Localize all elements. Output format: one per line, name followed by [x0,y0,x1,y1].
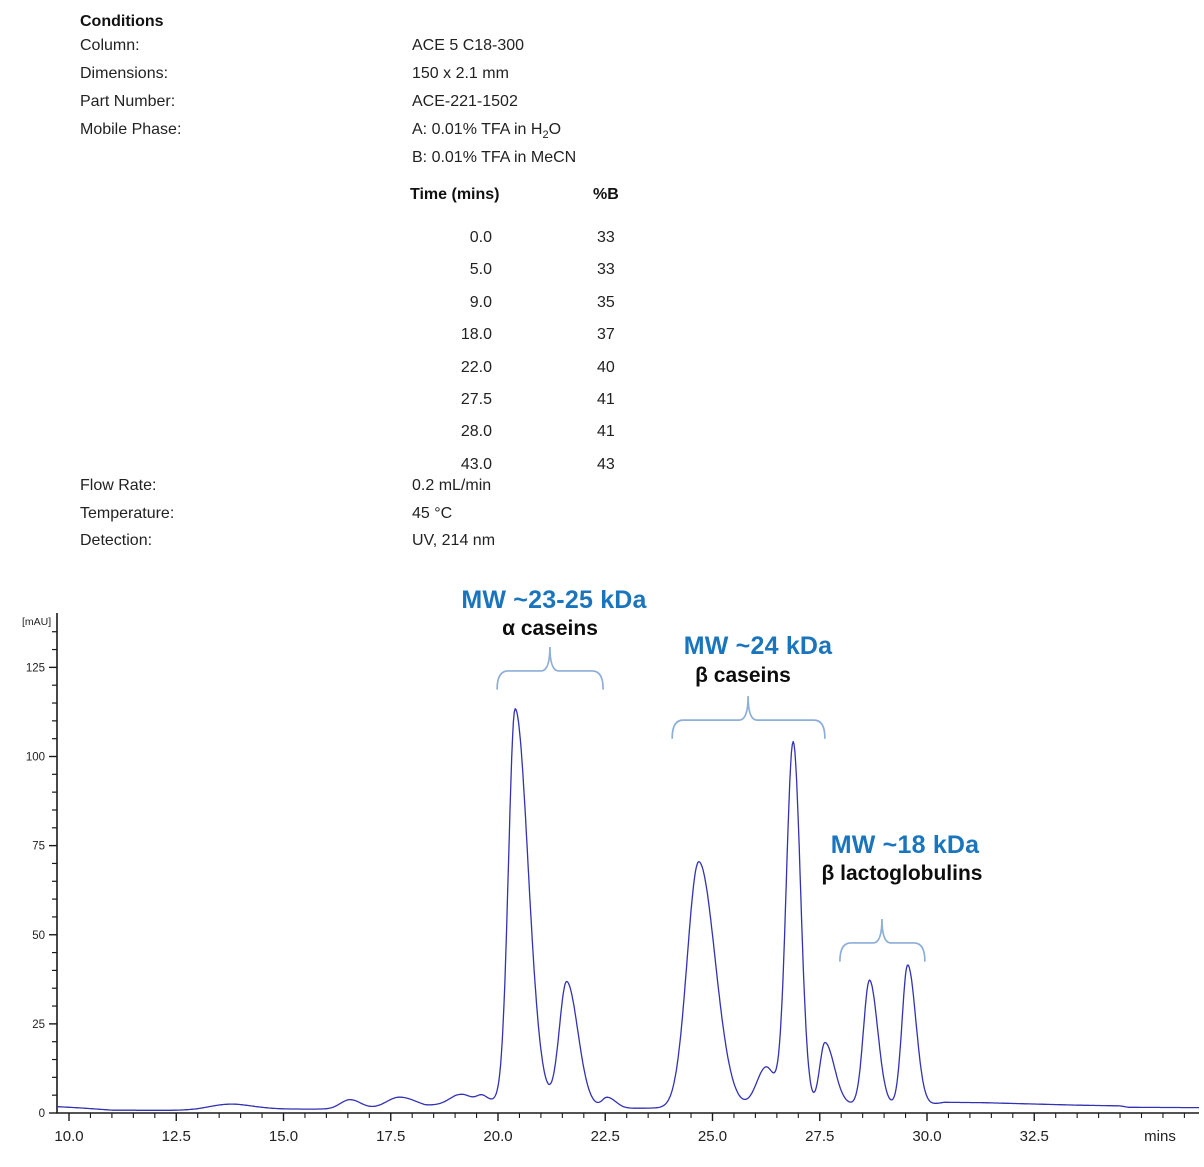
gradient-row: 28.0 41 [410,416,670,448]
gradient-pb-cell: 41 [597,390,615,408]
gradient-pb-cell: 33 [597,229,615,246]
condition-value: 0.2 mL/min [412,477,492,494]
gradient-row: 9.0 35 [410,287,670,319]
y-tick-label: 125 [26,662,45,674]
gradient-table-header: Time (mins) %B [410,186,619,204]
y-tick-label: 50 [32,930,45,942]
x-tick-label: 25.0 [698,1128,727,1145]
gradient-time-cell: 22.0 [460,358,492,376]
condition-row-detection: Detection: UV, 214 nm [80,533,495,549]
x-tick-label: 17.5 [376,1128,405,1145]
condition-label: Mobile Phase: [80,121,182,138]
axes-line [56,613,1199,1114]
x-axis-unit-label: mins [1144,1128,1176,1145]
peak-group-bracket [839,918,926,962]
x-tick-label: 32.5 [1020,1128,1049,1145]
condition-label: Part Number: [80,93,176,110]
gradient-time-cell: 5.0 [469,261,492,279]
x-tick-label: 10.0 [54,1128,83,1145]
gradient-time-cell: 0.0 [469,229,492,246]
condition-row-mobile-phase-a: Mobile Phase: A: 0.01% TFA in H2O [80,122,561,141]
y-tick-label: 75 [32,841,45,853]
mobile-phase-a-subscript: 2 [542,129,549,142]
x-tick-label: 12.5 [162,1128,191,1145]
condition-label: Temperature: [80,505,175,522]
gradient-time-cell: 9.0 [469,293,492,311]
condition-row-mobile-phase-b: B: 0.01% TFA in MeCN [80,150,576,166]
y-tick-label: 25 [32,1019,45,1031]
gradient-time-cell: 27.5 [460,390,492,408]
gradient-time-header: Time (mins) [410,186,500,203]
condition-label: Detection: [80,532,153,549]
condition-label: Flow Rate: [80,477,157,494]
condition-label: Column: [80,37,140,54]
condition-value: 45 °C [412,505,453,522]
y-tick-label: 0 [39,1108,45,1120]
mobile-phase-a-text: A: 0.01% TFA in H [412,121,543,138]
gradient-row: 43.0 43 [410,449,670,481]
annotation-mw-beta-lactoglobulins: MW ~18 kDa [830,831,980,859]
annotation-name-beta-lactoglobulins: β lactoglobulins [821,862,983,885]
annotation-name-beta-caseins: β caseins [695,664,791,687]
peak-group-bracket [671,696,826,739]
gradient-row: 0.0 33 [410,222,670,254]
gradient-pb-cell: 40 [597,358,615,376]
condition-value: ACE 5 C18-300 [412,37,525,54]
gradient-pb-header: %B [593,186,619,203]
condition-value: A: 0.01% TFA in H2O [412,122,561,141]
y-axis-unit-label: [mAU] [22,616,51,628]
peak-group-bracket [496,646,604,690]
y-tick-label: 100 [26,752,45,764]
condition-row-dimensions: Dimensions: 150 x 2.1 mm [80,66,509,82]
condition-value: 150 x 2.1 mm [412,65,509,82]
x-tick-label: 22.5 [591,1128,620,1145]
gradient-row: 18.0 37 [410,319,670,351]
gradient-row: 22.0 40 [410,352,670,384]
gradient-time-cell: 43.0 [460,455,492,473]
gradient-pb-cell: 37 [597,326,615,344]
condition-row-temperature: Temperature: 45 °C [80,506,452,522]
condition-label: Dimensions: [80,65,169,82]
gradient-row: 5.0 33 [410,254,670,286]
x-tick-label: 27.5 [805,1128,834,1145]
condition-row-column: Column: ACE 5 C18-300 [80,38,524,54]
x-tick-label: 15.0 [269,1128,298,1145]
gradient-pb-cell: 33 [597,261,615,279]
gradient-pb-cell: 35 [597,293,615,311]
gradient-time-cell: 28.0 [460,423,492,441]
conditions-heading: Conditions [80,13,164,30]
annotation-mw-beta-caseins: MW ~24 kDa [683,632,833,660]
gradient-pb-cell: 41 [597,423,615,441]
condition-value: ACE-221-1502 [412,93,518,110]
annotation-mw-alpha-caseins: MW ~23-25 kDa [461,586,647,614]
condition-value: B: 0.01% TFA in MeCN [412,149,577,166]
x-tick-label: 30.0 [912,1128,941,1145]
condition-row-part-number: Part Number: ACE-221-1502 [80,94,518,110]
x-tick-label: 20.0 [483,1128,512,1145]
gradient-row: 27.5 41 [410,384,670,416]
annotation-name-alpha-caseins: α caseins [502,617,598,640]
gradient-pb-cell: 43 [597,455,615,473]
mobile-phase-a-text: O [548,121,562,138]
gradient-time-cell: 18.0 [460,326,492,344]
condition-row-flow-rate: Flow Rate: 0.2 mL/min [80,478,491,494]
chromatogram-trace [56,708,1199,1111]
condition-value: UV, 214 nm [412,532,496,549]
gradient-table-rows: 0.0 33 5.0 33 9.0 35 18.0 37 22.0 40 27.5 41 28.0 41 4… [410,222,670,481]
